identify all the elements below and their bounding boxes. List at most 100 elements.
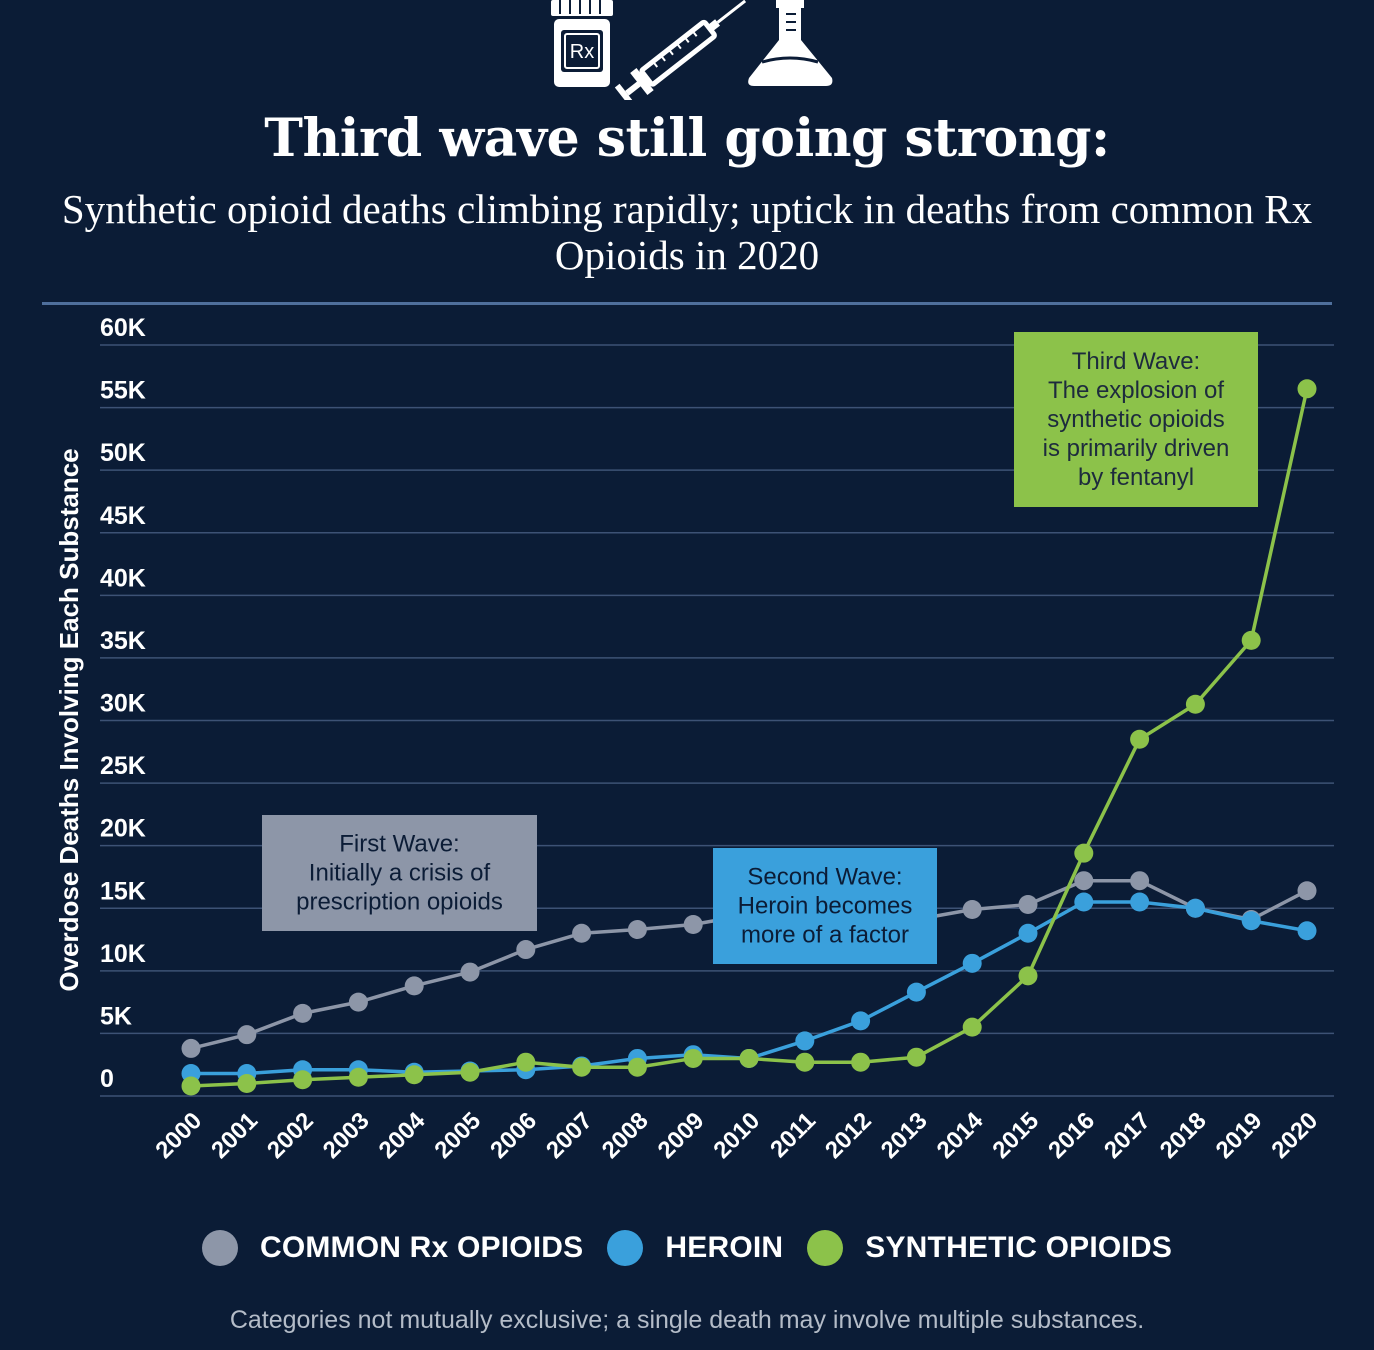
x-tick-label: 2018 [1155,1107,1212,1164]
x-tick-label: 2010 [708,1107,765,1164]
data-point [1241,911,1261,931]
series-synthetic-opioids [181,379,1317,1096]
data-point [795,1052,815,1072]
x-tick-label: 2008 [597,1107,654,1164]
y-tick-label: 10K [100,940,146,968]
data-point [906,1047,926,1067]
annotation-text: Second Wave: Heroin becomes more of a fact… [738,864,913,949]
data-point [293,1070,313,1090]
x-tick-label: 2003 [318,1107,375,1164]
data-point [1074,892,1094,912]
y-tick-label: 45K [100,502,146,530]
x-tick-label: 2007 [541,1107,598,1164]
x-tick-label: 2017 [1099,1107,1156,1164]
annotation-first-wave: First Wave: Initially a crisis of prescrip… [262,815,537,931]
rx-label: Rx [570,41,594,63]
data-point [1185,898,1205,918]
data-point [293,1003,313,1023]
data-point [683,915,703,935]
data-point [1185,694,1205,714]
data-point [404,976,424,996]
y-tick-label: 60K [100,314,146,342]
data-point [1297,921,1317,941]
flask-icon [748,0,833,86]
data-point [1297,379,1317,399]
y-tick-label: 40K [100,564,146,592]
data-point [906,982,926,1002]
legend: COMMON Rx OPIOIDS HEROIN SYNTHETIC OPIOI… [0,1230,1374,1266]
data-point [237,1073,257,1093]
data-point [1074,843,1094,863]
legend-swatch-synthetic-opioids [807,1230,844,1266]
data-point [1241,630,1261,650]
data-point [627,920,647,940]
data-point [1018,966,1038,986]
header-icons: Rx [551,0,833,100]
y-tick-label: 20K [100,815,146,843]
y-tick-label: 5K [100,1002,132,1030]
data-point [404,1065,424,1085]
data-point [1130,892,1150,912]
x-tick-label: 2016 [1043,1107,1100,1164]
y-tick-label: 35K [100,627,146,655]
legend-label-common-rx-opioids: COMMON Rx OPIOIDS [259,1231,584,1264]
divider [42,302,1332,305]
y-tick-label: 55K [100,377,146,405]
y-tick-label: 30K [100,690,146,718]
data-point [962,900,982,920]
data-point [795,1031,815,1051]
legend-label-synthetic-opioids: SYNTHETIC OPIOIDS [865,1231,1173,1264]
annotation-third-wave: Third Wave: The explosion of synthetic opi… [1014,332,1258,507]
data-point [460,1062,480,1082]
data-point [851,1052,871,1072]
chart-subtitle: Synthetic opioid deaths climbing rapidly… [61,186,1313,278]
data-point [181,1076,201,1096]
annotation-text: Third Wave: The explosion of synthetic opi… [1043,348,1230,491]
legend-item-common-rx-opioids: COMMON Rx OPIOIDS [201,1230,584,1266]
x-tick-label: 2006 [485,1107,542,1164]
data-point [739,1048,759,1068]
annotation-box [262,815,537,931]
chart-title: Third wave still going strong: [264,108,1110,169]
data-point [1130,871,1150,891]
data-point [851,1011,871,1031]
data-point [348,1067,368,1087]
x-tick-label: 2011 [765,1107,821,1163]
syringe-icon [614,0,747,100]
data-point [962,953,982,973]
y-tick-label: 15K [100,877,146,905]
data-point [237,1025,257,1045]
x-tick-label: 2005 [429,1107,486,1164]
x-tick-label: 2002 [262,1107,319,1164]
legend-label-heroin: HEROIN [665,1231,784,1264]
annotation-second-wave: Second Wave: Heroin becomes more of a fact… [713,848,937,964]
x-tick-label: 2019 [1211,1107,1268,1164]
x-tick-label: 2020 [1266,1107,1323,1164]
data-point [1018,894,1038,914]
data-point [348,992,368,1012]
y-tick-label: 25K [100,752,146,780]
footnote: Categories not mutually exclusive; a sin… [229,1306,1145,1334]
legend-item-synthetic-opioids: SYNTHETIC OPIOIDS [807,1230,1172,1266]
data-point [572,1057,592,1077]
legend-item-heroin: HEROIN [607,1230,783,1266]
x-tick-label: 2013 [876,1107,933,1164]
data-point [962,1017,982,1037]
data-point [627,1057,647,1077]
x-tick-label: 2015 [987,1107,1044,1164]
data-point [460,962,480,982]
x-tick-label: 2014 [932,1107,989,1164]
data-point [1074,871,1094,891]
annotation-box [713,848,937,964]
data-point [1018,923,1038,943]
data-point [1130,729,1150,749]
annotation-box [1014,332,1258,507]
data-point [516,940,536,960]
line-chart: 0 5K 10K 15K 20K 25K 30K 35K 40K 45K 50K 55K 60K Over… [54,314,1334,1164]
y-axis-label: Overdose Deaths Involving Each Substance [54,448,84,991]
x-tick-label: 2009 [653,1107,710,1164]
data-point [572,923,592,943]
y-tick-label: 0 [100,1065,114,1093]
x-tick-label: 2004 [374,1107,431,1164]
y-tick-label: 50K [100,439,146,467]
